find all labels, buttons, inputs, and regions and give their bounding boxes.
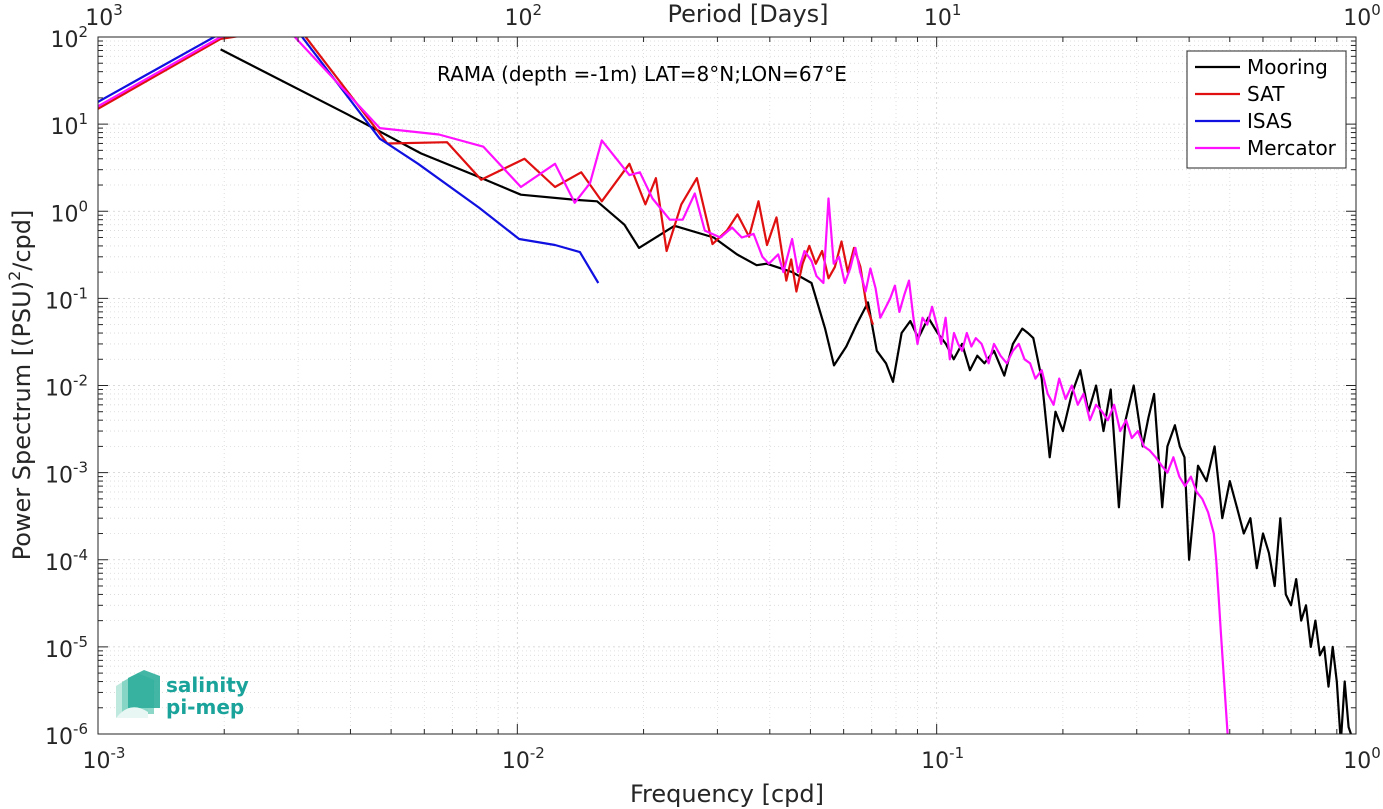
tick-marks (97, 36, 1357, 735)
y-tick-label: 10-5 (45, 633, 88, 663)
x-tick-label: 100 (1343, 744, 1381, 774)
salinity-pi-mep-logo: salinity pi-mep (116, 670, 249, 719)
y-tick-label: 100 (50, 197, 88, 227)
y-axis-label: Power Spectrum [(PSU)2/cpd] (5, 210, 36, 561)
legend-label-mooring: Mooring (1247, 55, 1328, 79)
legend-label-isas: ISAS (1247, 109, 1292, 133)
legend: Mooring SAT ISAS Mercator (1186, 50, 1347, 169)
x-tick-label: 10-1 (921, 744, 964, 774)
x-axis-label: Frequency [cpd] (630, 780, 824, 808)
chart-title: RAMA (depth =-1m) LAT=8°N;LON=67°E (437, 62, 847, 86)
series-line-mercator (98, 37, 1229, 734)
y-tick-label: 10-6 (45, 720, 88, 750)
y-tick-label: 10-2 (45, 372, 88, 402)
y-tick-label: 101 (50, 110, 88, 140)
series-line-isas (98, 37, 600, 284)
logo-line-pimep: pi-mep (166, 695, 244, 719)
legend-label-sat: SAT (1247, 82, 1285, 106)
top-axis-label: Period [Days] (667, 0, 828, 28)
y-tick-label: 10-3 (45, 459, 88, 489)
series-line-mooring (220, 48, 1353, 734)
logo-mark-icon (116, 670, 160, 718)
y-tick-label: 10-1 (45, 284, 88, 314)
plot-area (98, 37, 1356, 734)
top-tick-label: 103 (85, 1, 123, 31)
top-tick-label: 101 (924, 1, 962, 31)
x-tick-label: 10-3 (83, 744, 126, 774)
series-layer (98, 37, 1353, 734)
legend-label-mercator: Mercator (1247, 136, 1337, 160)
x-tick-label: 10-2 (502, 744, 545, 774)
top-tick-label: 100 (1343, 1, 1381, 31)
y-tick-label: 10-4 (45, 546, 88, 576)
series-line-sat (98, 37, 875, 325)
top-tick-label: 102 (505, 1, 543, 31)
logo-line-salinity: salinity (166, 673, 249, 697)
y-tick-label: 102 (50, 23, 88, 53)
